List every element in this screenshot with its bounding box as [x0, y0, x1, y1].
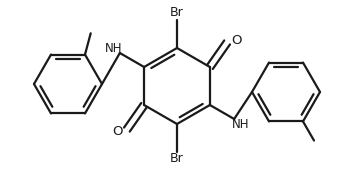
- Text: Br: Br: [170, 152, 184, 165]
- Text: O: O: [231, 34, 241, 47]
- Text: NH: NH: [232, 118, 249, 130]
- Text: O: O: [113, 125, 123, 138]
- Text: NH: NH: [105, 42, 122, 55]
- Text: Br: Br: [170, 7, 184, 20]
